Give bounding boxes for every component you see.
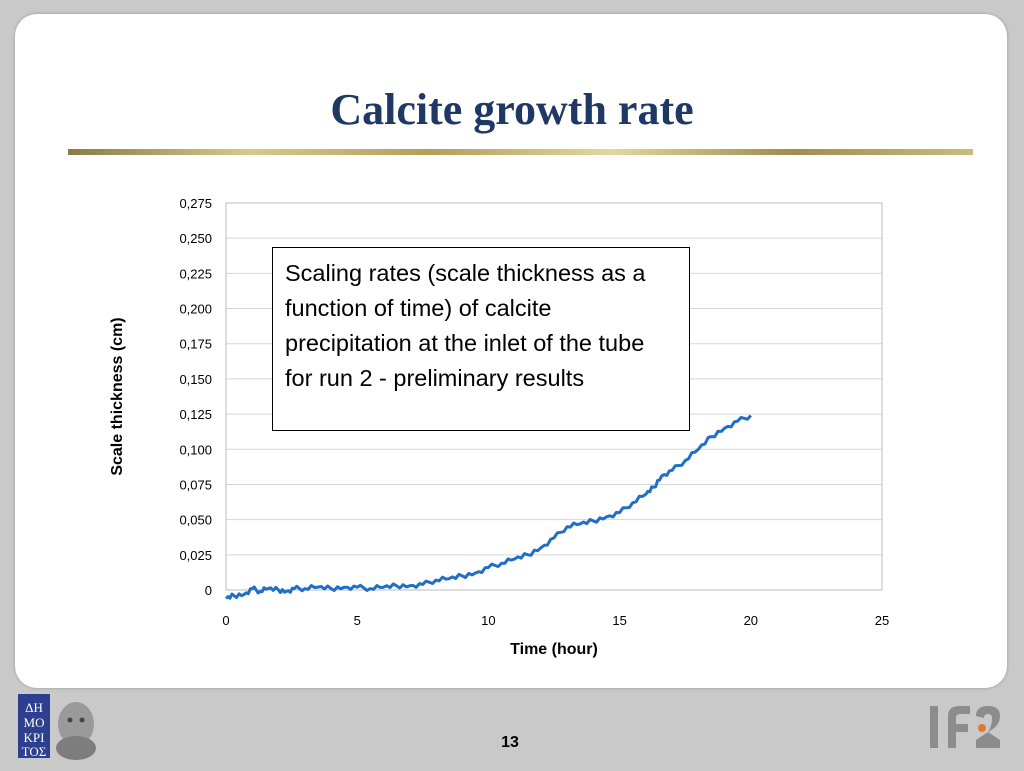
plot-area [225,202,883,591]
chart-annotation: Scaling rates (scale thickness as a func… [272,247,690,431]
x-tick-label: 15 [612,613,626,628]
slide-title: Calcite growth rate [330,85,694,134]
y-tick-label: 0,125 [179,407,212,422]
y-tick-label: 0,025 [179,548,212,563]
y-tick-labels: 0 0,025 0,050 0,075 0,100 0,125 0,150 0,175 0,20… [179,196,212,598]
ife-logo [926,698,1006,757]
title-divider [68,149,973,155]
svg-text:ΚΡΙ: ΚΡΙ [24,730,45,745]
y-tick-label: 0,075 [179,477,212,492]
y-tick-label: 0,150 [179,372,212,387]
democritus-logo: ΔΗ ΜΟ ΚΡΙ ΤΟΣ [14,690,98,771]
y-tick-label: 0,275 [179,196,212,211]
y-tick-label: 0,225 [179,266,212,281]
x-tick-label: 25 [875,613,889,628]
page-number: 13 [501,734,519,751]
x-tick-label: 0 [222,613,229,628]
y-tick-label: 0,175 [179,337,212,352]
y-tick-label: 0,100 [179,442,212,457]
y-tick-label: 0,200 [179,302,212,317]
x-tick-label: 5 [354,613,361,628]
svg-text:ΜΟ: ΜΟ [24,715,45,730]
y-axis-label: Scale thickness (cm) [109,317,126,475]
y-tick-label: 0 [205,583,212,598]
x-tick-labels: 0 5 10 15 20 25 [222,613,889,628]
x-axis-label: Time (hour) [510,641,598,658]
y-tick-label: 0,250 [179,231,212,246]
series-line-scale-thickness [224,414,752,600]
y-tick-label: 0,050 [179,513,212,528]
svg-text:ΔΗ: ΔΗ [25,700,43,715]
x-tick-label: 20 [744,613,758,628]
svg-text:ΤΟΣ: ΤΟΣ [22,744,47,759]
footer-bar [0,690,1024,768]
x-tick-label: 10 [481,613,495,628]
